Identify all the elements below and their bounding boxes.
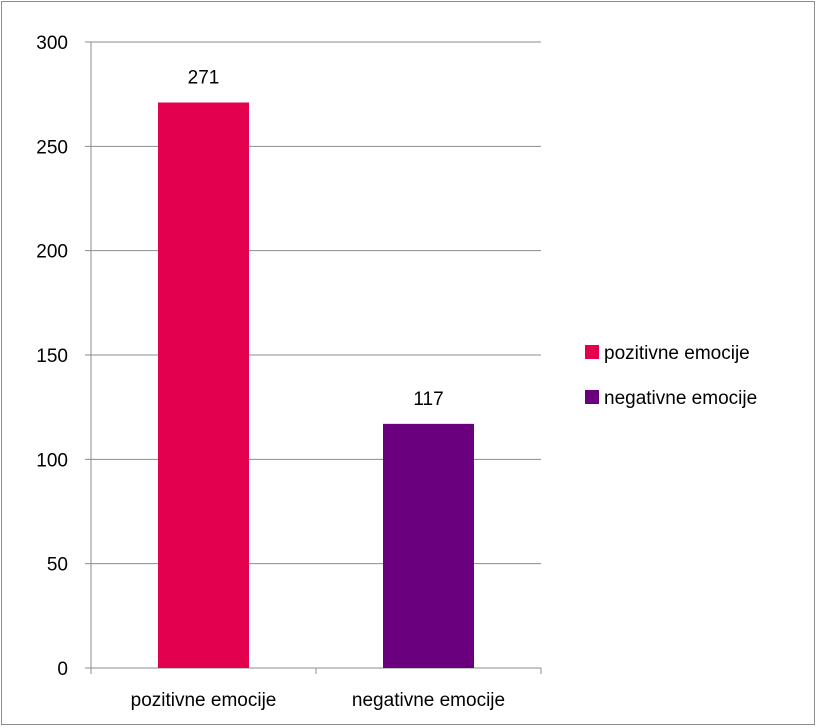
y-tick-label: 250 [36,137,68,158]
x-tick-label: pozitivne emocije [131,690,277,711]
legend-swatch [585,390,599,404]
legend: pozitivne emocije negativne emocije [585,343,757,409]
data-label: 271 [188,68,220,89]
x-tick-label: negativne emocije [352,690,505,711]
legend-label[interactable]: negativne emocije [604,388,757,409]
legend-label[interactable]: pozitivne emocije [604,343,750,364]
bar-negativne-emocije[interactable] [383,423,474,668]
legend-swatch [585,345,599,359]
x-axis: pozitivne emocije negativne emocije [90,667,542,711]
bars [158,102,474,669]
data-labels: 271 117 [188,68,444,410]
y-tick-label: 300 [36,33,68,54]
y-tick-label: 50 [47,555,68,576]
data-label: 117 [413,389,443,410]
y-tick-label: 0 [57,659,68,680]
y-axis: 0 50 100 150 200 250 300 [36,33,92,680]
y-tick-label: 200 [36,242,68,263]
y-tick-label: 100 [36,450,68,471]
y-tick-label: 150 [36,346,68,367]
bar-pozitivne-emocije[interactable] [158,102,249,669]
